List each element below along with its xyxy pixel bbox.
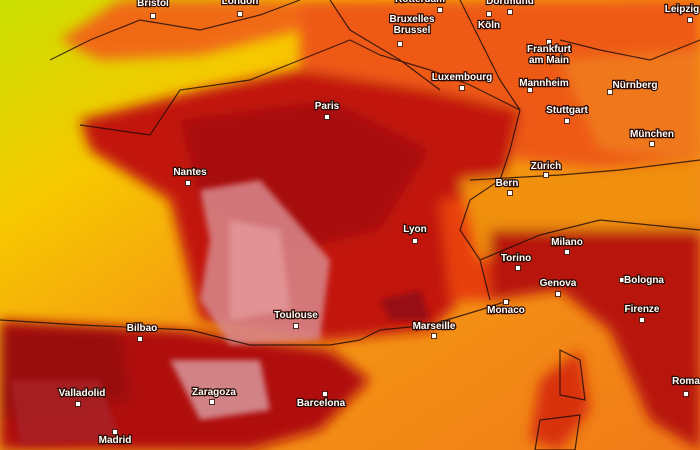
city-label: Barcelona: [297, 398, 346, 409]
city-label: Valladolid: [59, 388, 106, 399]
city-label: München: [630, 129, 674, 140]
city-label: Milano: [551, 237, 583, 248]
city-marker: [397, 41, 403, 47]
city-labels: Bristol London Rotterdam Dortmund Leipzig Bru…: [57, 0, 700, 447]
city-marker: [137, 336, 143, 342]
city-marker: [507, 9, 513, 15]
city-marker: [293, 323, 299, 329]
city-marker: [507, 190, 513, 196]
city-marker: [619, 277, 625, 283]
city-marker: [639, 317, 645, 323]
city-marker: [543, 172, 549, 178]
city-marker: [322, 391, 328, 397]
city-label: Dortmund: [486, 0, 534, 7]
city-label: Zaragoza: [192, 387, 236, 398]
city-label: Mannheim: [519, 78, 569, 89]
city-marker: [503, 299, 509, 305]
city-marker: [486, 11, 492, 17]
city-label: Zürich: [531, 161, 562, 172]
city-label: Firenze: [624, 304, 659, 315]
city-marker: [564, 118, 570, 124]
city-marker: [515, 265, 521, 271]
city-marker: [185, 180, 191, 186]
city-label: Nürnberg: [613, 80, 658, 91]
city-label: Luxembourg: [432, 72, 493, 83]
city-marker: [564, 249, 570, 255]
city-label: Roma: [672, 376, 700, 387]
city-label: Bern: [496, 178, 519, 189]
city-marker: [683, 391, 689, 397]
city-marker: [431, 333, 437, 339]
city-label: Stuttgart: [546, 105, 588, 116]
city-label: Lyon: [403, 224, 427, 235]
city-marker: [437, 7, 443, 13]
city-marker: [237, 11, 243, 17]
city-label: Bologna: [624, 275, 664, 286]
city-label: Paris: [315, 101, 340, 112]
city-label: Leipzig: [665, 4, 699, 15]
city-marker: [649, 141, 655, 147]
city-label: Nantes: [173, 167, 207, 178]
city-marker: [607, 89, 613, 95]
city-marker: [75, 401, 81, 407]
city-marker: [555, 291, 561, 297]
city-marker: [324, 114, 330, 120]
city-label: Monaco: [487, 305, 525, 316]
city-marker: [412, 238, 418, 244]
city-label: Köln: [478, 20, 500, 31]
city-marker: [150, 13, 156, 19]
city-marker: [112, 429, 118, 435]
city-label: Toulouse: [274, 310, 318, 321]
city-label: Marseille: [413, 321, 456, 332]
city-label: Bristol: [137, 0, 169, 9]
city-label: Frankfurt: [527, 44, 572, 55]
city-marker: [459, 85, 465, 91]
city-label: Rotterdam: [395, 0, 445, 5]
city-label: Torino: [501, 253, 531, 264]
city-label: Brussel: [394, 25, 431, 36]
city-label: Bruxelles: [389, 14, 434, 25]
city-marker: [546, 39, 552, 45]
city-label: London: [222, 0, 259, 7]
city-marker: [687, 17, 693, 23]
city-marker: [209, 399, 215, 405]
city-label: Madrid: [99, 435, 132, 446]
city-label: Genova: [540, 278, 577, 289]
city-marker: [527, 87, 533, 93]
city-label: Bilbao: [127, 323, 158, 334]
city-label: am Main: [529, 55, 569, 66]
